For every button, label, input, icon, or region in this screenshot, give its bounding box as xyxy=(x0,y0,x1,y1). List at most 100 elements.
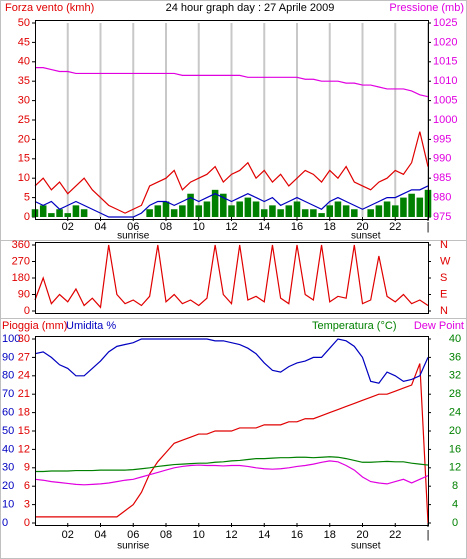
x-tick-label: 10 xyxy=(193,221,205,233)
y-tick-label: 25 xyxy=(18,114,30,126)
bar xyxy=(260,209,268,217)
y2-tick-label: 32 xyxy=(449,370,461,382)
series-line xyxy=(35,363,429,524)
x-tick-label: 16 xyxy=(291,221,303,233)
x-tick-label: 06 xyxy=(127,221,139,233)
y3-tick-label: 27 xyxy=(18,351,30,363)
x-tick-label: 04 xyxy=(94,529,106,541)
y2-tick-label: 1010 xyxy=(433,75,457,87)
bar xyxy=(391,205,399,217)
bar xyxy=(301,209,309,217)
bar xyxy=(244,197,252,217)
plot-frame xyxy=(35,20,429,220)
y2-tick-label: 1015 xyxy=(433,56,457,68)
bar xyxy=(236,201,243,217)
y3-tick-label: 18 xyxy=(18,407,30,419)
y2-tick-label: 1000 xyxy=(433,114,457,126)
plot-frame xyxy=(35,242,429,314)
bar xyxy=(220,193,227,217)
series-line xyxy=(35,456,429,473)
bar xyxy=(408,193,415,217)
series-line xyxy=(34,460,429,486)
x-tick-label: 02 xyxy=(62,529,74,541)
legend-label: Dew Point xyxy=(414,320,464,332)
legend-label: Temperatura (°C) xyxy=(312,320,396,332)
y2-tick-label: 40 xyxy=(449,333,461,345)
bar xyxy=(39,205,47,217)
x-tick-label: 18 xyxy=(324,529,336,541)
y2-tick-label: S xyxy=(440,272,447,284)
y-tick-label: 0 xyxy=(2,517,8,529)
bar xyxy=(375,205,383,217)
x-tick-label: 12 xyxy=(225,221,237,233)
y2-axis-label: Pressione (mb) xyxy=(389,2,464,14)
y-tick-label: 90 xyxy=(18,288,30,300)
y2-tick-label: W xyxy=(440,255,451,267)
y2-tick-label: 16 xyxy=(449,443,461,455)
y2-tick-label: 4 xyxy=(452,499,458,511)
chart-title: 24 hour graph day : 27 Aprile 2009 xyxy=(166,2,335,14)
x-tick-label: 06 xyxy=(127,529,139,541)
bar xyxy=(228,205,235,217)
bar xyxy=(326,205,334,217)
y-tick-label: 30 xyxy=(2,462,14,474)
bar xyxy=(146,209,153,217)
legend-label: Umidita % xyxy=(66,320,116,332)
y2-tick-label: 36 xyxy=(449,351,461,363)
annotation: sunset xyxy=(351,541,381,552)
bar xyxy=(334,201,342,217)
y-tick-label: 80 xyxy=(2,370,14,382)
y3-tick-label: 3 xyxy=(24,499,30,511)
y3-tick-label: 21 xyxy=(18,388,30,400)
bar xyxy=(400,197,407,217)
y-tick-label: 50 xyxy=(2,425,14,437)
series-line xyxy=(34,131,429,214)
bar xyxy=(154,205,162,217)
bar xyxy=(72,205,80,217)
y-axis-label: Forza vento (kmh) xyxy=(5,2,94,14)
y-tick-label: 20 xyxy=(2,480,14,492)
bar xyxy=(203,201,211,217)
y3-tick-label: 12 xyxy=(18,443,30,455)
x-tick-label: 22 xyxy=(389,529,401,541)
bar xyxy=(293,201,301,217)
y-tick-label: 20 xyxy=(18,133,30,145)
bar xyxy=(211,189,219,217)
y-tick-label: 40 xyxy=(2,443,14,455)
y-tick-label: 360 xyxy=(12,239,30,251)
bar xyxy=(187,193,194,217)
bar xyxy=(351,209,358,217)
x-tick-label: 14 xyxy=(258,529,270,541)
y-tick-label: 70 xyxy=(2,388,14,400)
x-tick-label: 12 xyxy=(225,529,237,541)
y2-tick-label: 1005 xyxy=(433,95,457,107)
legend-label: Pioggia (mm) xyxy=(2,320,67,332)
bar xyxy=(367,209,374,217)
bar xyxy=(269,205,276,217)
y-tick-label: 35 xyxy=(18,75,30,87)
series-line xyxy=(34,185,429,218)
bar xyxy=(252,201,260,217)
series-line xyxy=(35,67,429,98)
y-tick-label: 45 xyxy=(18,36,30,48)
y-tick-label: 180 xyxy=(12,272,30,284)
bar xyxy=(277,209,284,217)
y3-tick-label: 15 xyxy=(18,425,30,437)
y3-tick-label: 0 xyxy=(24,517,30,529)
x-tick-label: 20 xyxy=(356,221,368,233)
y-tick-label: 10 xyxy=(18,172,30,184)
bar xyxy=(170,209,178,217)
y3-tick-label: 6 xyxy=(24,480,30,492)
bar xyxy=(80,209,88,217)
y3-tick-label: 9 xyxy=(24,462,30,474)
x-tick-label: 16 xyxy=(291,529,303,541)
y2-tick-label: 0 xyxy=(452,517,458,529)
y-tick-label: 15 xyxy=(18,153,30,165)
x-tick-label: 22 xyxy=(389,221,401,233)
y-tick-label: 30 xyxy=(18,95,30,107)
x-tick-label: 18 xyxy=(324,221,336,233)
y2-tick-label: 12 xyxy=(449,462,461,474)
y-tick-label: 100 xyxy=(2,333,20,345)
